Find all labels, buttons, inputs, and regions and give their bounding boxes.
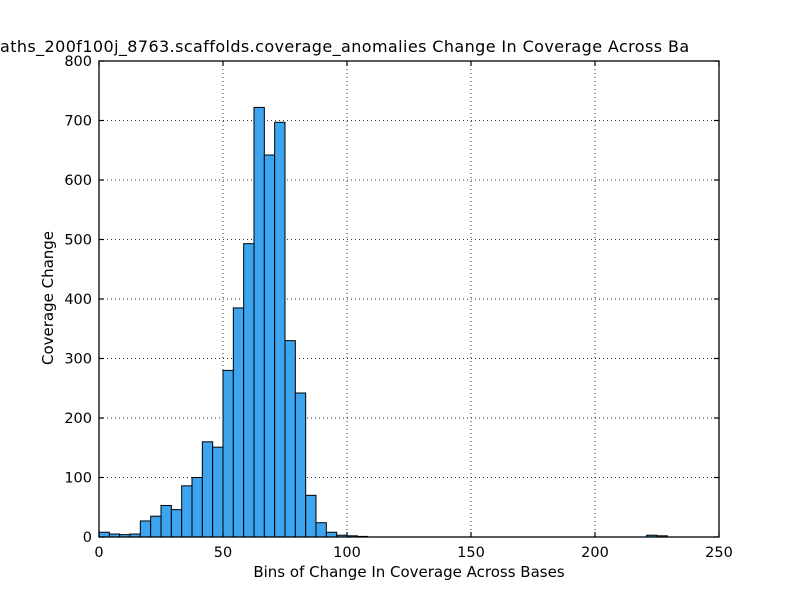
y-tick-label: 500 <box>64 233 92 249</box>
y-tick-label: 200 <box>64 411 92 427</box>
chart-title: aths_200f100j_8763.scaffolds.coverage_an… <box>0 37 690 56</box>
y-tick-label: 800 <box>64 54 92 70</box>
histogram-bar <box>253 106 265 538</box>
x-tick-label: 50 <box>214 545 232 561</box>
x-tick-label: 0 <box>94 545 103 561</box>
y-tick-label: 300 <box>64 352 92 368</box>
x-tick-label: 200 <box>581 545 609 561</box>
histogram-bar <box>98 531 110 538</box>
histogram-bar <box>243 243 255 538</box>
x-axis-label: Bins of Change In Coverage Across Bases <box>253 563 565 581</box>
x-tick-label: 250 <box>705 545 733 561</box>
histogram-bar <box>191 477 203 538</box>
y-axis-label: Coverage Change <box>39 230 57 366</box>
y-tick-label: 0 <box>83 530 92 546</box>
x-tick-label: 150 <box>457 545 485 561</box>
histogram-bar <box>222 369 234 538</box>
histogram-bar <box>201 441 214 538</box>
y-tick-label: 100 <box>64 471 92 487</box>
histogram-bar <box>232 307 245 538</box>
y-tick-label: 400 <box>64 292 92 308</box>
histogram-bar <box>263 154 276 538</box>
y-tick-label: 700 <box>64 114 92 130</box>
y-tick-label: 600 <box>64 173 92 189</box>
histogram-bar <box>139 520 152 538</box>
histogram-bar <box>150 515 162 538</box>
histogram-bar <box>315 522 327 538</box>
histogram-bar <box>274 121 286 538</box>
histogram-bar <box>305 494 317 538</box>
histogram-bar <box>212 446 224 538</box>
histogram-bar <box>160 504 172 538</box>
histogram-bar <box>294 392 307 538</box>
histogram-bar <box>181 485 193 538</box>
x-tick-label: 100 <box>333 545 361 561</box>
histogram-bar <box>284 340 296 538</box>
histogram-bar <box>325 531 338 538</box>
histogram-bar <box>170 509 183 538</box>
